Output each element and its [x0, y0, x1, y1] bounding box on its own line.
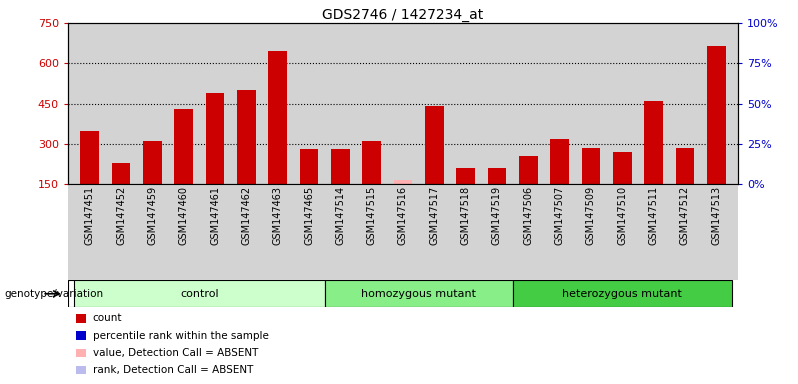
Bar	[512, 280, 732, 307]
Text: heterozygous mutant: heterozygous mutant	[563, 289, 682, 299]
Text: genotype/variation: genotype/variation	[4, 289, 103, 299]
Text: count: count	[93, 313, 122, 323]
Text: GSM147519: GSM147519	[492, 186, 502, 245]
Text: GSM147506: GSM147506	[523, 186, 533, 245]
Text: GSM147459: GSM147459	[148, 186, 157, 245]
Text: GSM147465: GSM147465	[304, 186, 314, 245]
Bar	[331, 149, 350, 184]
Text: GSM147512: GSM147512	[680, 186, 690, 245]
Text: GSM147509: GSM147509	[586, 186, 596, 245]
Bar	[644, 101, 663, 184]
Bar	[81, 131, 99, 184]
Bar	[456, 168, 475, 184]
Title: GDS2746 / 1427234_at: GDS2746 / 1427234_at	[322, 8, 484, 22]
Bar	[362, 141, 381, 184]
Bar	[206, 93, 224, 184]
Bar	[268, 51, 287, 184]
Text: GSM147515: GSM147515	[366, 186, 377, 245]
Text: GSM147518: GSM147518	[460, 186, 471, 245]
Bar	[550, 139, 569, 184]
Text: GSM147513: GSM147513	[711, 186, 721, 245]
Bar	[112, 163, 131, 184]
Text: GSM147514: GSM147514	[335, 186, 346, 245]
Bar	[613, 152, 632, 184]
Text: GSM147461: GSM147461	[210, 186, 220, 245]
Bar	[325, 280, 512, 307]
Text: GSM147517: GSM147517	[429, 186, 440, 245]
Text: GSM147452: GSM147452	[116, 186, 126, 245]
Text: GSM147462: GSM147462	[241, 186, 251, 245]
Bar	[519, 156, 538, 184]
Bar	[707, 46, 725, 184]
Text: homozygous mutant: homozygous mutant	[361, 289, 476, 299]
Bar	[675, 148, 694, 184]
Bar	[582, 148, 600, 184]
Bar	[237, 90, 256, 184]
Text: GSM147507: GSM147507	[555, 186, 565, 245]
Bar	[393, 180, 413, 184]
Bar	[143, 141, 162, 184]
Text: GSM147460: GSM147460	[179, 186, 188, 245]
Bar	[425, 106, 444, 184]
Text: control: control	[180, 289, 219, 299]
Text: GSM147463: GSM147463	[273, 186, 282, 245]
Text: value, Detection Call = ABSENT: value, Detection Call = ABSENT	[93, 348, 258, 358]
Bar	[299, 149, 318, 184]
Text: percentile rank within the sample: percentile rank within the sample	[93, 331, 268, 341]
Text: GSM147511: GSM147511	[649, 186, 658, 245]
Bar	[74, 280, 325, 307]
Bar	[174, 109, 193, 184]
Text: GSM147451: GSM147451	[85, 186, 95, 245]
Text: GSM147516: GSM147516	[398, 186, 408, 245]
Text: GSM147510: GSM147510	[618, 186, 627, 245]
Text: rank, Detection Call = ABSENT: rank, Detection Call = ABSENT	[93, 365, 253, 375]
Bar	[488, 168, 507, 184]
